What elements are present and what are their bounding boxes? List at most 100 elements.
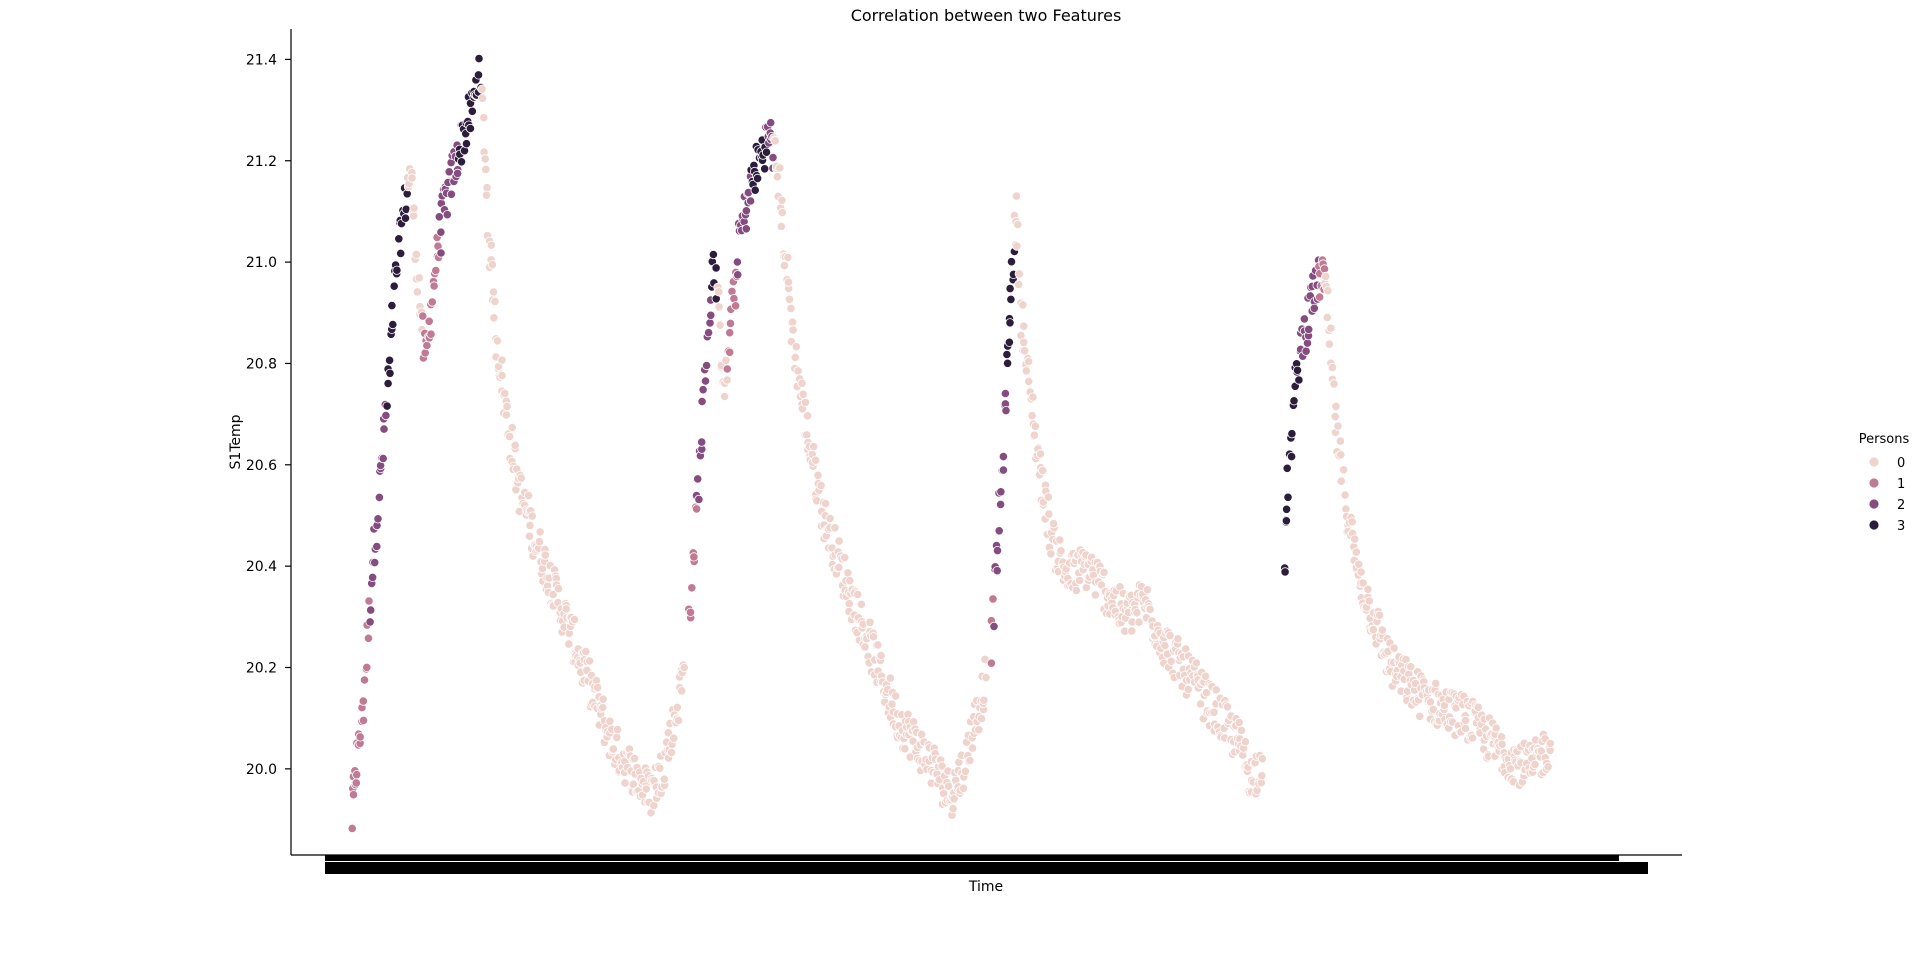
data-point — [666, 747, 677, 758]
data-point — [605, 716, 615, 726]
data-point — [501, 410, 511, 420]
data-point — [373, 514, 383, 524]
data-point — [772, 172, 783, 182]
data-point — [719, 391, 730, 402]
data-point — [473, 70, 484, 80]
data-point — [708, 249, 719, 260]
data-point — [714, 302, 724, 312]
data-point — [779, 260, 790, 271]
data-point — [394, 234, 404, 244]
data-point — [786, 303, 796, 313]
data-point — [1019, 337, 1029, 347]
data-point — [960, 766, 971, 776]
data-point — [1132, 608, 1142, 618]
data-point — [1473, 702, 1483, 712]
data-point — [697, 437, 707, 447]
data-point — [392, 265, 402, 275]
data-point — [387, 300, 397, 311]
data-point — [436, 248, 446, 258]
data-point — [1055, 535, 1065, 545]
x-axis-title: Time — [968, 879, 1003, 895]
data-point — [768, 153, 778, 163]
data-point — [379, 424, 389, 434]
data-point — [488, 287, 499, 297]
data-point — [1002, 358, 1013, 368]
data-point — [1142, 585, 1153, 595]
data-point — [813, 470, 823, 480]
data-point — [1368, 625, 1378, 635]
data-point — [1019, 321, 1029, 331]
data-point — [998, 465, 1009, 475]
data-point — [374, 492, 384, 502]
data-point — [1321, 271, 1331, 281]
legend-label: 2 — [1897, 498, 1905, 513]
data-point — [672, 702, 682, 713]
data-point — [424, 316, 434, 326]
data-point — [411, 249, 421, 259]
data-point — [1024, 356, 1034, 367]
data-point — [725, 328, 735, 338]
data-point — [1257, 754, 1268, 764]
data-point — [420, 348, 430, 358]
data-point — [1543, 762, 1553, 772]
data-point — [366, 605, 376, 615]
data-point — [1006, 257, 1017, 267]
data-point — [384, 355, 395, 365]
data-point — [446, 189, 456, 199]
data-point — [1356, 567, 1366, 577]
data-point — [540, 550, 550, 560]
data-point — [958, 783, 969, 793]
data-point — [525, 520, 535, 531]
data-point — [845, 576, 855, 586]
data-point — [497, 355, 507, 365]
data-point — [388, 319, 398, 330]
data-point — [1028, 392, 1038, 402]
data-point — [412, 287, 422, 297]
data-point — [1292, 365, 1303, 375]
data-point — [1282, 504, 1292, 514]
data-point — [1287, 451, 1297, 462]
data-point — [979, 695, 989, 705]
data-point — [733, 270, 743, 280]
data-point — [937, 761, 947, 771]
legend-title: Persons — [1859, 432, 1910, 447]
data-point — [1287, 429, 1297, 439]
data-point — [943, 781, 954, 791]
data-point — [853, 589, 863, 600]
data-point — [974, 725, 984, 735]
data-point — [1044, 509, 1054, 519]
data-point — [372, 541, 382, 552]
data-point — [477, 84, 487, 94]
data-point — [1014, 279, 1024, 290]
data-point — [1339, 465, 1349, 475]
data-point — [581, 646, 591, 657]
data-point — [378, 453, 388, 464]
data-point — [1030, 421, 1041, 431]
data-point — [352, 770, 362, 780]
data-point — [948, 804, 958, 814]
data-point — [802, 411, 813, 421]
data-point — [1183, 684, 1193, 695]
data-point — [608, 744, 618, 754]
data-point — [1234, 717, 1244, 728]
data-point — [1049, 519, 1059, 529]
data-point — [800, 397, 811, 407]
data-point — [362, 662, 372, 673]
data-point — [396, 248, 406, 258]
data-point — [876, 650, 886, 661]
data-point — [461, 139, 472, 149]
data-point — [1375, 610, 1385, 620]
data-point — [793, 366, 803, 376]
data-point — [400, 213, 411, 223]
data-point — [363, 633, 374, 643]
data-point — [992, 566, 1002, 576]
data-point — [677, 686, 687, 696]
data-point — [679, 662, 689, 673]
data-point — [523, 490, 534, 501]
data-point — [358, 696, 368, 706]
data-point — [535, 527, 545, 537]
data-point — [711, 263, 721, 273]
y-tick-label: 21.2 — [246, 154, 277, 170]
data-point — [355, 732, 365, 742]
data-point — [1201, 688, 1212, 698]
